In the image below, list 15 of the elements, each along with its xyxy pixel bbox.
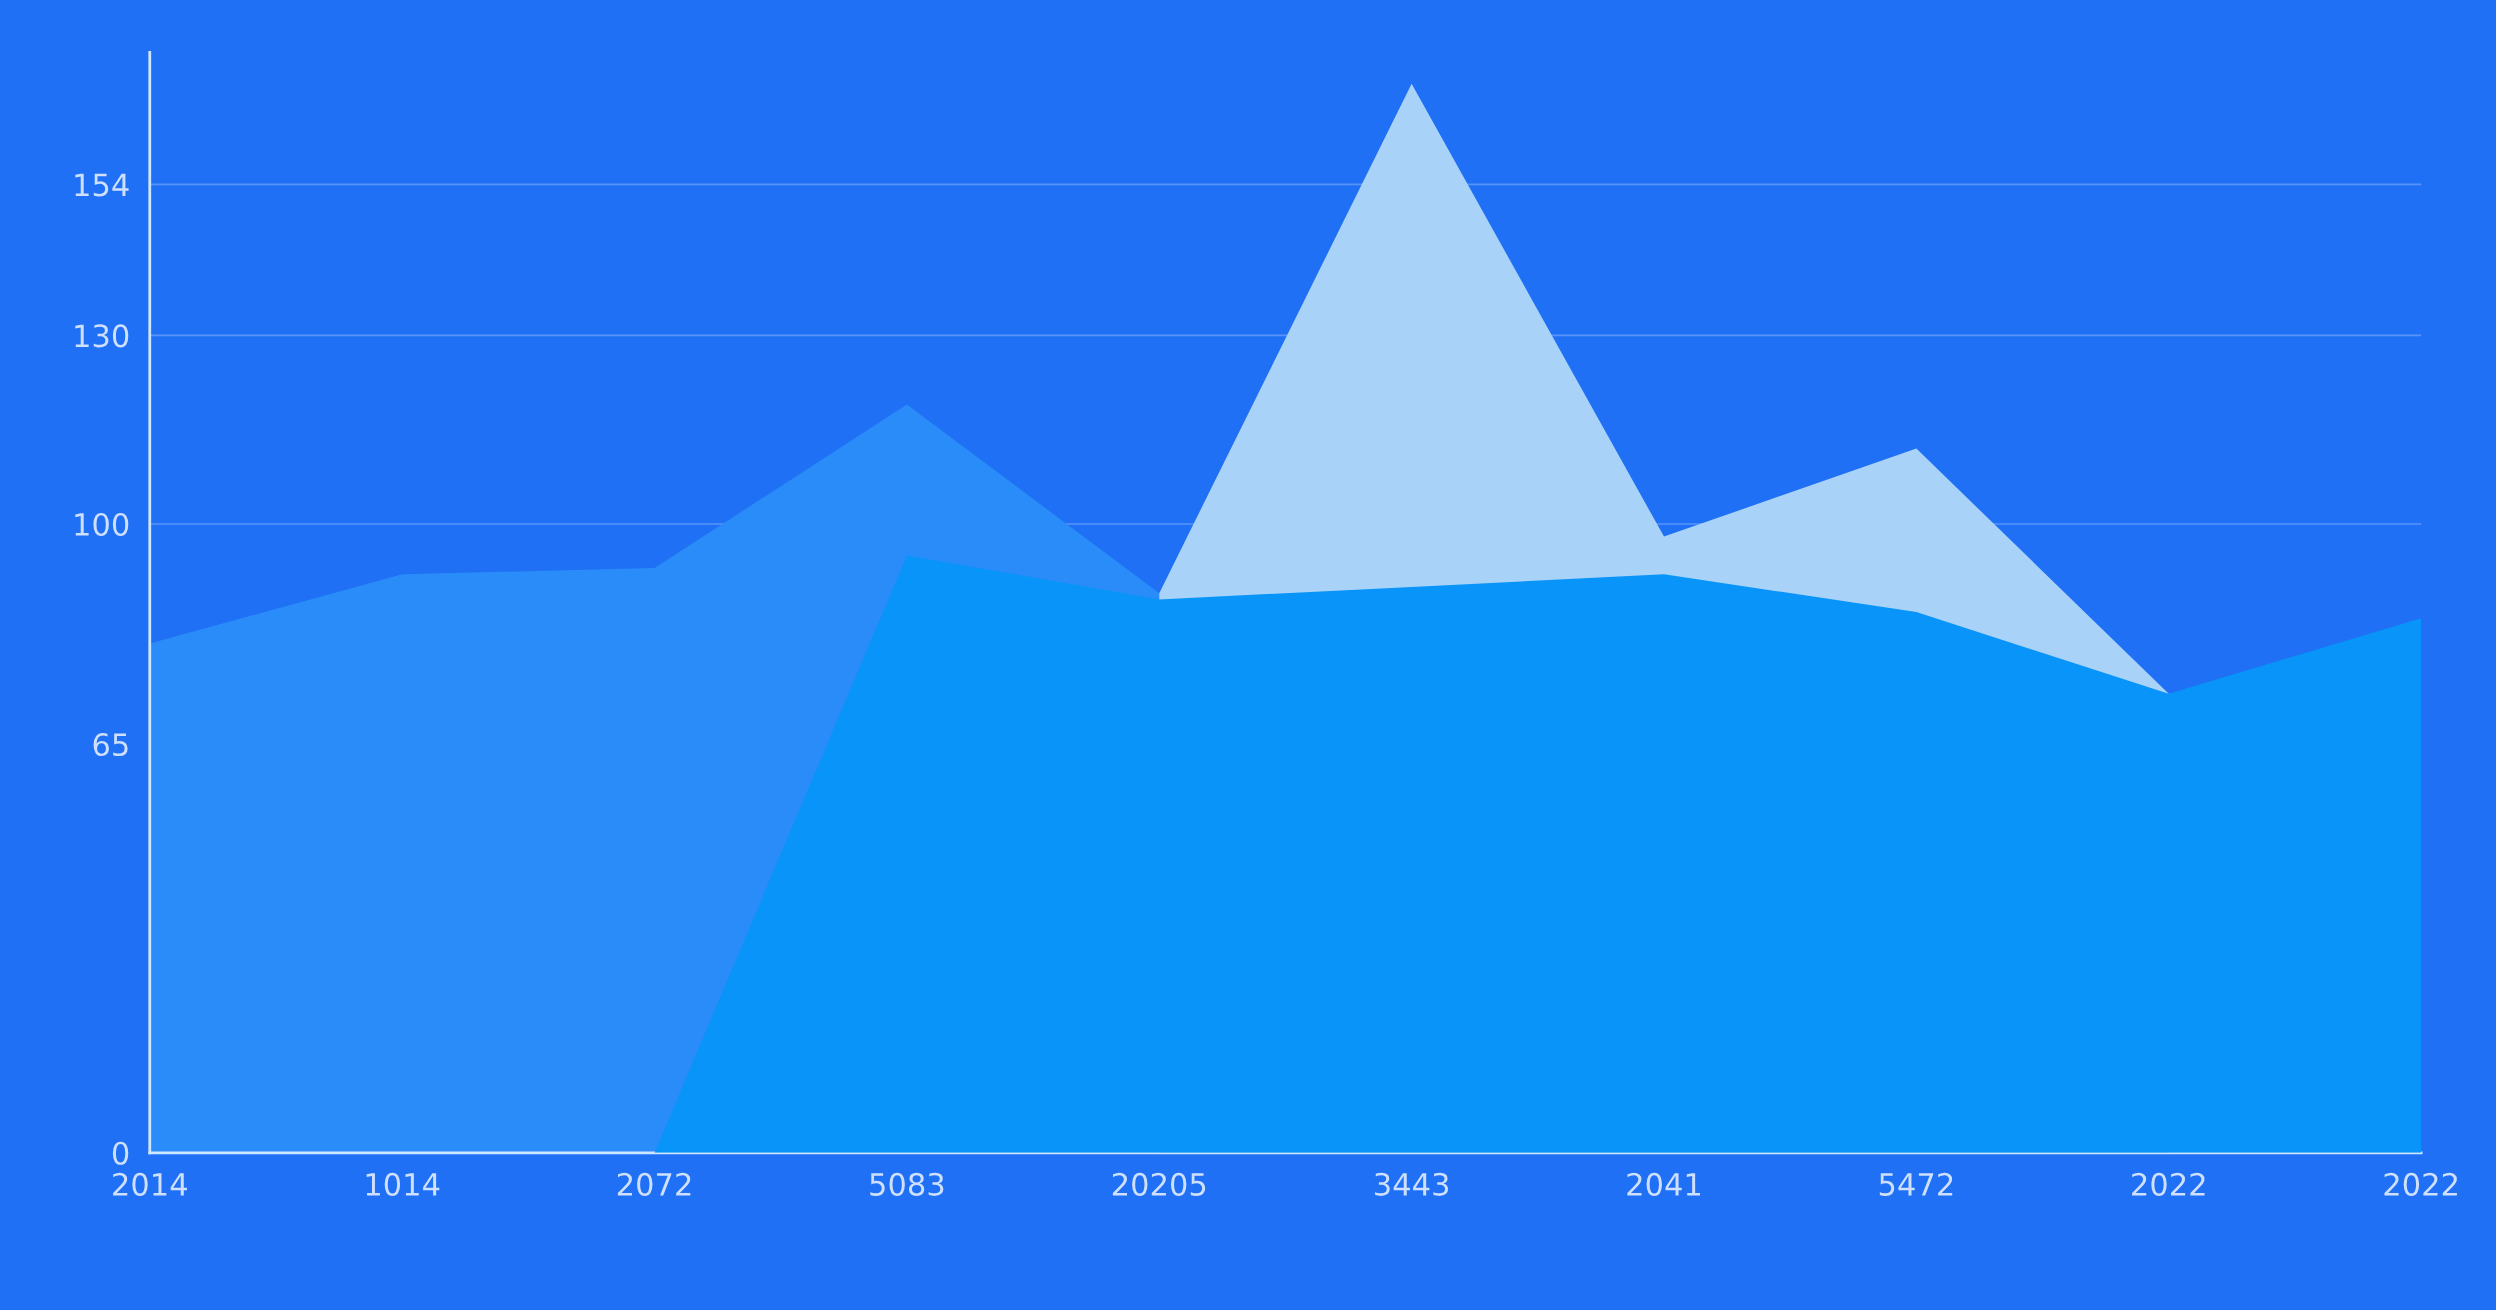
- y-tick-label: 100: [75, 512, 129, 537]
- x-tick-label: 2041: [1627, 1172, 1701, 1196]
- x-tick-label: 5083: [870, 1172, 944, 1196]
- x-tick-label: 1014: [366, 1172, 440, 1196]
- y-tick-label: 65: [93, 733, 128, 757]
- x-tick-label: 2022: [2132, 1172, 2205, 1196]
- x-tick-label: 20205: [1112, 1172, 1206, 1196]
- x-tick-label: 2022: [2384, 1172, 2457, 1196]
- x-tick-label: 5472: [1879, 1172, 1953, 1196]
- y-tick-label: 130: [75, 324, 129, 348]
- x-tick-label: 2072: [617, 1172, 691, 1196]
- x-tick-label: 3443: [1375, 1172, 1449, 1196]
- y-tick-label: 0: [112, 1141, 129, 1165]
- x-tick-label: 2014: [113, 1172, 187, 1196]
- y-tick-label: 154: [75, 173, 129, 197]
